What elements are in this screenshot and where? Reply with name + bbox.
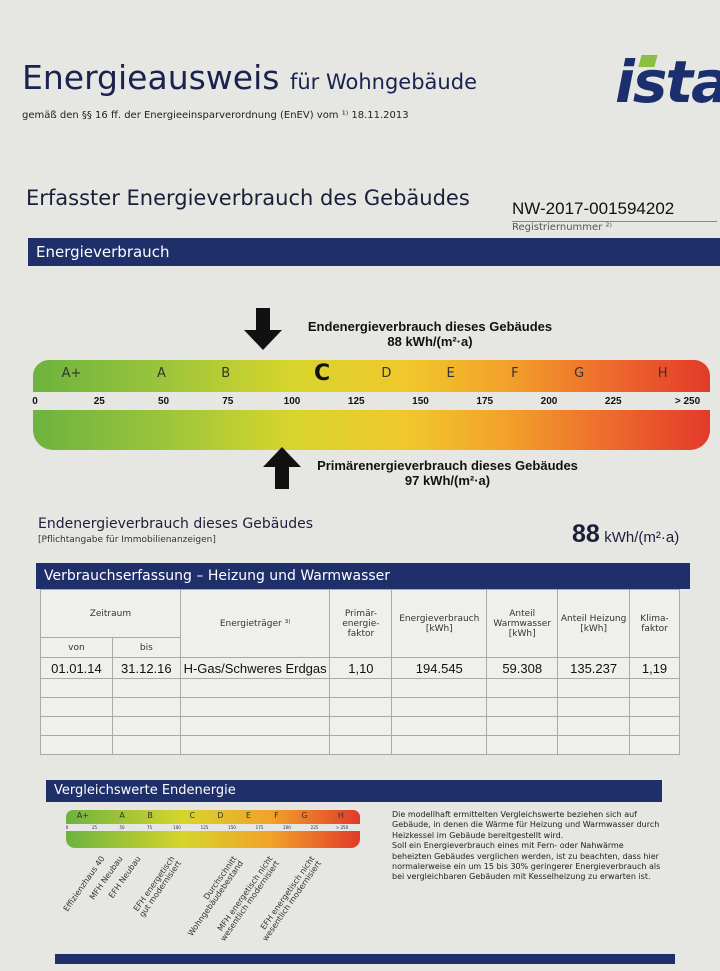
comparison-class-label: A xyxy=(119,811,125,820)
comparison-scale-tick: > 250 xyxy=(335,825,349,830)
comparison-scale-tick: 75 xyxy=(146,825,153,830)
end-energy-annotation: Endenergieverbrauch dieses Gebäudes 88 kW… xyxy=(307,319,553,349)
comparison-scale-tick: 175 xyxy=(255,825,264,830)
comparison-scale-tick: 25 xyxy=(91,825,98,830)
arrow-up-icon xyxy=(263,447,301,467)
energy-class-label: F xyxy=(511,366,519,381)
header-zeitraum: Zeitraum xyxy=(40,589,181,638)
comparison-class-label: F xyxy=(274,811,279,820)
energy-class-label: A xyxy=(157,366,166,381)
primary-energy-arrow-stem xyxy=(275,467,289,489)
header-verbrauch: Energieverbrauch [kWh] xyxy=(391,589,488,658)
header-warmwasser: Anteil Warmwasser [kWh] xyxy=(486,589,559,658)
table-row-empty xyxy=(40,716,680,736)
header-bis: bis xyxy=(111,637,181,658)
comparison-class-label: B xyxy=(147,811,153,820)
summary-value: 88 kWh/(m²·a) xyxy=(572,520,680,548)
comparison-class-label: H xyxy=(337,811,344,820)
energy-class-label: C xyxy=(314,361,331,386)
table-row-empty xyxy=(40,678,680,698)
footer-bar xyxy=(55,954,675,964)
comparison-class-label: G xyxy=(301,811,308,820)
comparison-reference-label: Effizienzhaus 40 xyxy=(61,854,107,914)
energy-section-bar: Energieverbrauch xyxy=(28,238,720,266)
energy-scale-tick: 50 xyxy=(157,396,170,407)
cell-primaer: 1,10 xyxy=(329,657,393,679)
header-heizung: Anteil Heizung [kWh] xyxy=(557,589,631,658)
comparison-class-label: C xyxy=(189,811,196,820)
comparison-scale-tick: 50 xyxy=(119,825,125,830)
energy-scale-bottom xyxy=(33,410,710,450)
comparison-scale-tick: 225 xyxy=(310,825,319,830)
energy-class-label: E xyxy=(446,366,455,381)
comparison-scale-bottom xyxy=(66,831,360,848)
document-subtitle: gemäß den §§ 16 ff. der Energieeinsparve… xyxy=(22,110,409,121)
energy-scale-tick: > 250 xyxy=(674,396,701,407)
header-klima: Klima-faktor xyxy=(629,589,680,658)
consumption-section-bar: Verbrauchserfassung – Heizung und Warmwa… xyxy=(36,563,690,589)
cell-von: 01.01.14 xyxy=(40,657,113,679)
cell-bis: 31.12.16 xyxy=(111,657,181,679)
table-row-empty xyxy=(40,697,680,717)
energy-scale-tick: 200 xyxy=(540,396,558,407)
end-energy-arrow-stem xyxy=(256,308,270,330)
energy-class-label: A+ xyxy=(61,366,82,381)
comparison-scale-tick: 125 xyxy=(200,825,209,830)
primary-energy-annotation: Primärenergieverbrauch dieses Gebäudes 97… xyxy=(317,458,578,488)
energy-class-label: G xyxy=(574,366,585,381)
cell-heizung: 135.237 xyxy=(557,657,631,679)
energy-scale-tick: 225 xyxy=(604,396,622,407)
summary-note: [Pflichtangabe für Immobilienanzeigen] xyxy=(38,535,216,545)
header-von: von xyxy=(40,637,113,658)
comparison-class-label: D xyxy=(217,811,224,820)
energy-scale-tick: 0 xyxy=(32,396,38,407)
cell-warmwasser: 59.308 xyxy=(486,657,559,679)
energy-scale-tick: 125 xyxy=(347,396,365,407)
consumption-table: Zeitraum Energieträger ³⁾ Primär-energie… xyxy=(40,589,680,755)
comparison-class-label: E xyxy=(245,811,251,820)
comparison-scale-top: A+ A B C D E F G H xyxy=(66,810,360,824)
comparison-scale-tick: 100 xyxy=(173,825,181,830)
registration-label: Registriernummer ²⁾ xyxy=(512,222,612,233)
cell-verbrauch: 194.545 xyxy=(391,657,488,679)
comparison-scale-tick: 150 xyxy=(228,825,236,830)
table-row: 01.01.14 31.12.16 H-Gas/Schweres Erdgas … xyxy=(40,657,680,679)
comparison-scale-tick: 200 xyxy=(283,825,291,830)
header-primaer: Primär-energie-faktor xyxy=(329,589,393,658)
summary-label: Endenergieverbrauch dieses Gebäudes xyxy=(38,516,314,532)
energy-class-label: D xyxy=(381,366,392,381)
energy-class-label: H xyxy=(657,366,668,381)
energy-scale-tick: 25 xyxy=(93,396,105,407)
energy-scale-tick: 175 xyxy=(476,396,494,407)
header-energietraeger: Energieträger ³⁾ xyxy=(179,589,331,658)
energy-scale-tick: 150 xyxy=(412,396,429,407)
ista-logo: ista xyxy=(615,48,720,116)
comparison-scale-tick: 0 xyxy=(65,825,69,830)
document-title: Energieausweis für Wohngebäude xyxy=(22,58,477,97)
table-row-empty xyxy=(40,735,680,755)
energy-scale-tick: 100 xyxy=(283,396,301,407)
comparison-description: Die modellhaft ermittelten Vergleichswer… xyxy=(392,810,661,882)
cell-traeger: H-Gas/Schweres Erdgas xyxy=(179,657,331,679)
energy-scale-tick: 75 xyxy=(222,396,234,407)
comparison-class-label: A+ xyxy=(76,811,89,820)
energy-scale-top: A+ A B C D E F G H xyxy=(33,360,710,392)
comparison-section-bar: Vergleichswerte Endenergie xyxy=(46,780,662,802)
energy-class-label: B xyxy=(221,366,231,381)
registration-number: NW-2017-001594202 xyxy=(512,199,717,222)
cell-klima: 1,19 xyxy=(629,657,680,679)
arrow-down-icon xyxy=(244,330,282,350)
section-heading: Erfasster Energieverbrauch des Gebäudes xyxy=(26,186,470,210)
